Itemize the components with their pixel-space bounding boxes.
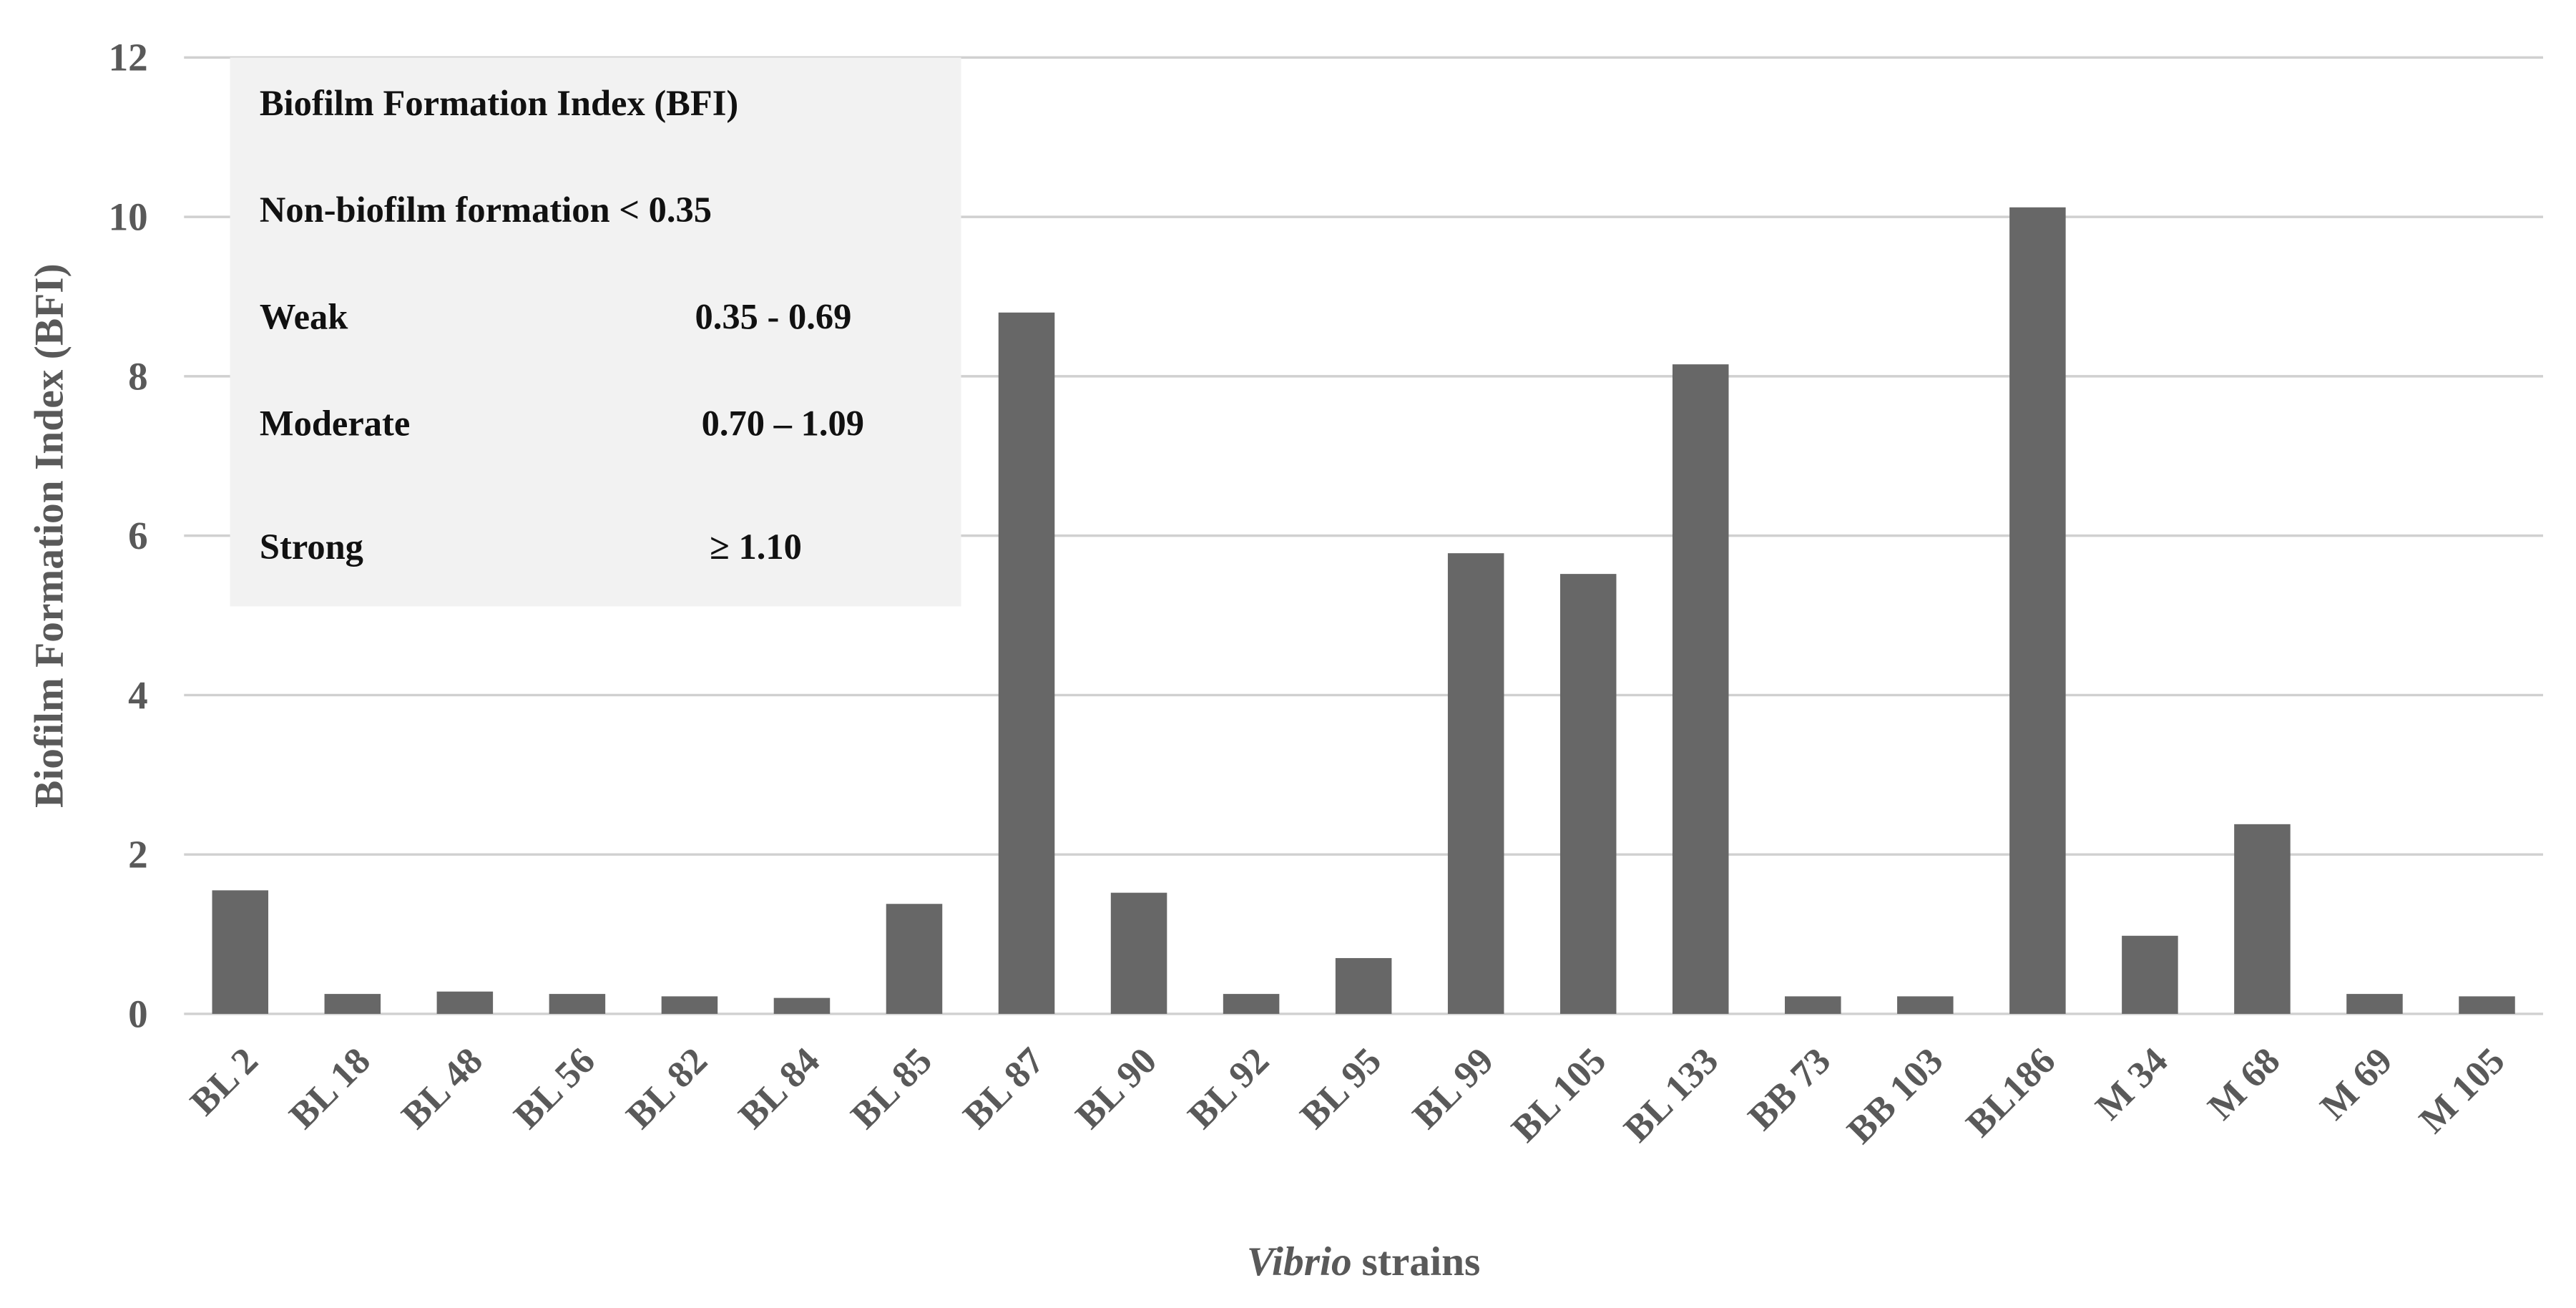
x-axis-label-rest: strains <box>1361 1239 1480 1284</box>
legend-label: Non-biofilm formation < 0.35 <box>260 190 712 230</box>
x-tick-label: BL 92 <box>1180 1040 1277 1136</box>
x-tick-label: BL 2 <box>182 1040 266 1123</box>
legend-box: Biofilm Formation Index (BFI) Non-biofilm… <box>230 57 961 607</box>
legend-range: ≥ 1.10 <box>710 527 802 567</box>
y-tick-label: 10 <box>109 195 148 239</box>
bar <box>2122 935 2178 1014</box>
x-tick-label: BL186 <box>1959 1040 2064 1145</box>
x-axis-label: Vibrio strains <box>1247 1239 1480 1284</box>
bar <box>661 996 718 1014</box>
x-tick-label: BL 90 <box>1068 1040 1165 1136</box>
y-tick-label: 12 <box>109 36 148 79</box>
bar <box>1785 996 1841 1014</box>
x-tick-label: BL 48 <box>393 1040 490 1136</box>
bar <box>1223 994 1280 1014</box>
bar <box>2346 994 2403 1014</box>
x-tick-label: BL 82 <box>619 1040 715 1136</box>
x-tick-label: BB 103 <box>1839 1040 1951 1151</box>
legend-label: Moderate <box>260 404 410 444</box>
bar <box>1447 553 1504 1014</box>
legend-title: Biofilm Formation Index (BFI) <box>260 83 738 123</box>
bar <box>1897 996 1954 1014</box>
x-tick-label: M 34 <box>2088 1040 2176 1128</box>
bar <box>1672 364 1729 1014</box>
x-tick-label: BL 85 <box>843 1040 940 1136</box>
legend-background <box>230 57 961 607</box>
x-axis-label-italic: Vibrio <box>1247 1239 1352 1284</box>
legend-range: 0.70 – 1.09 <box>702 404 864 444</box>
bar <box>1559 574 1617 1014</box>
legend-label: Strong <box>260 527 363 567</box>
x-tick-label: BL 105 <box>1504 1040 1614 1150</box>
x-tick-label: BL 84 <box>731 1040 828 1136</box>
bar <box>1335 957 1392 1014</box>
bar <box>324 994 381 1014</box>
y-axis-label: Biofilm Formation Index (BFI) <box>26 263 72 808</box>
bar <box>1110 892 1167 1014</box>
bar <box>886 904 943 1014</box>
bar <box>212 890 269 1014</box>
y-tick-label: 8 <box>128 354 148 398</box>
y-tick-label: 6 <box>128 514 148 557</box>
y-tick-label: 0 <box>128 992 148 1035</box>
x-tick-label: BL 56 <box>506 1040 603 1136</box>
bar <box>436 991 494 1014</box>
x-tick-label: M 105 <box>2411 1040 2513 1141</box>
legend-range: 0.35 - 0.69 <box>695 296 851 336</box>
bar <box>773 997 831 1014</box>
x-tick-label: BL 18 <box>281 1040 378 1136</box>
bar <box>2234 824 2291 1014</box>
bar <box>998 312 1055 1014</box>
x-tick-label: M 69 <box>2313 1040 2401 1128</box>
x-tick-label: M 68 <box>2200 1040 2288 1128</box>
y-tick-label: 4 <box>128 673 148 717</box>
y-tick-label: 2 <box>128 833 148 877</box>
bar <box>2459 996 2515 1014</box>
x-tick-label: BL 99 <box>1405 1040 1502 1136</box>
x-tick-label: BL 95 <box>1293 1040 1389 1136</box>
legend-label: Weak <box>260 296 348 336</box>
x-tick-label: BB 73 <box>1740 1040 1838 1138</box>
x-tick-label: BL 133 <box>1616 1040 1726 1150</box>
x-tick-label: BL 87 <box>956 1040 1052 1136</box>
bar <box>549 994 606 1014</box>
bar <box>2009 207 2066 1014</box>
